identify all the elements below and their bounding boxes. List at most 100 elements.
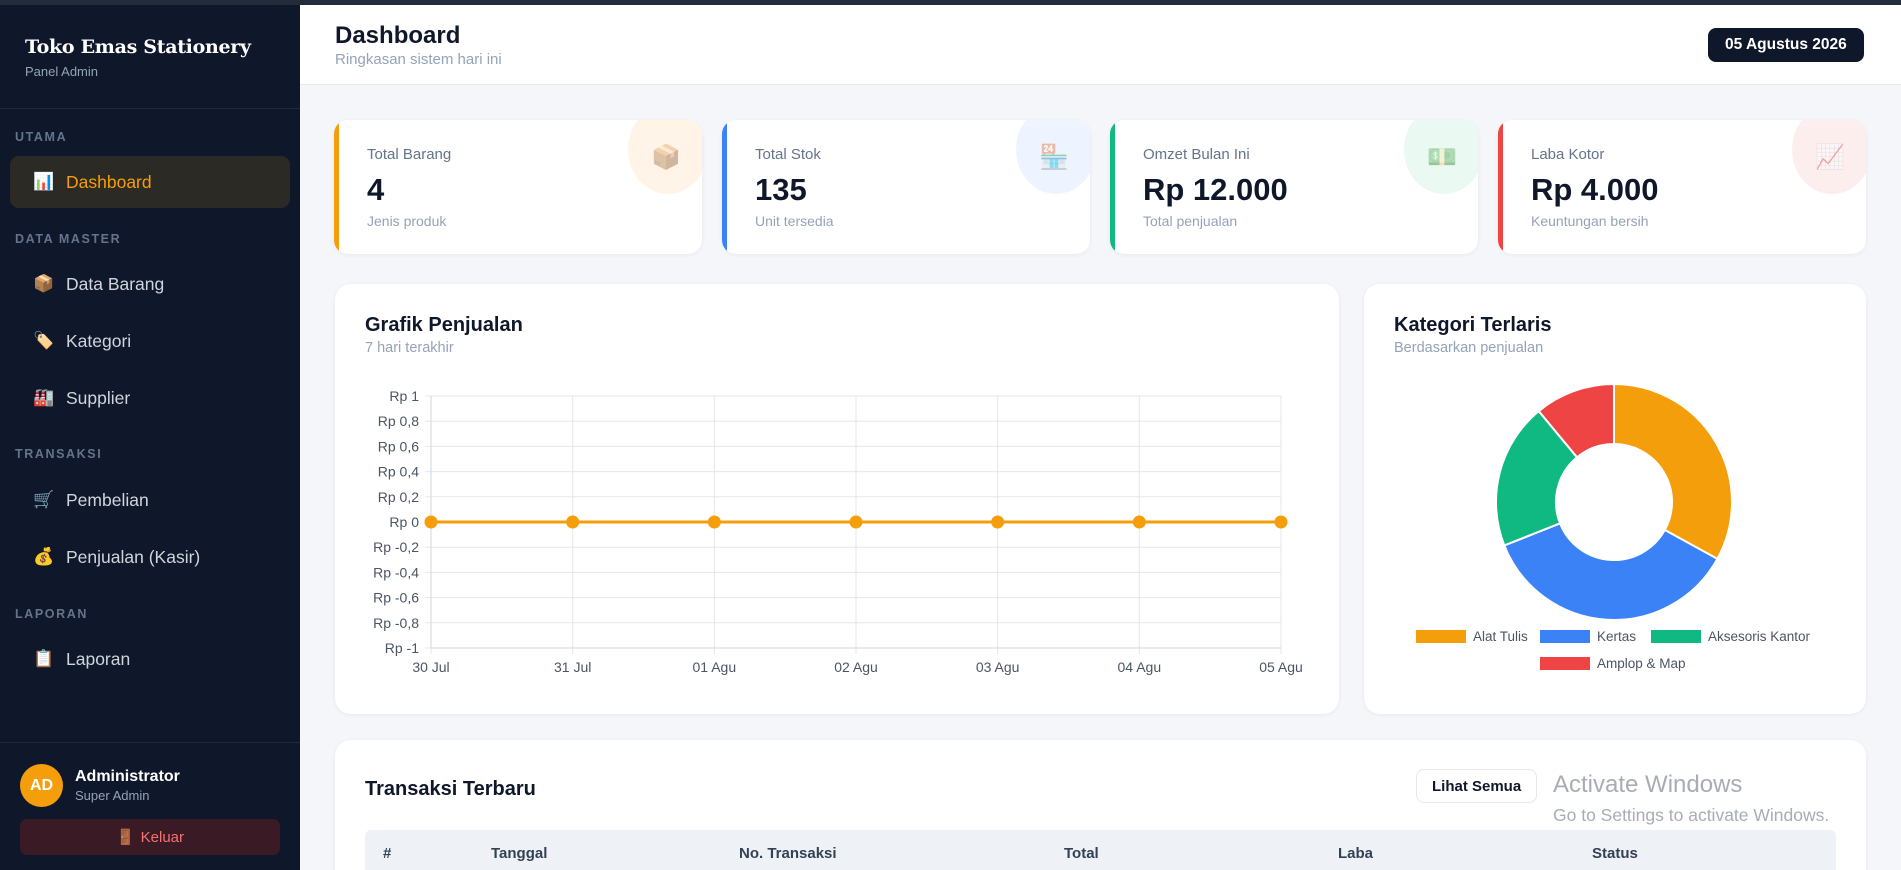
sidebar-item-laporan[interactable]: 📋 Laporan xyxy=(10,633,290,685)
factory-icon: 🏭 xyxy=(33,388,55,407)
column-header[interactable]: Status xyxy=(1592,845,1638,862)
data-point xyxy=(424,515,438,529)
see-all-button[interactable]: Lihat Semua xyxy=(1416,769,1538,803)
stat-icon-bg: 📦 xyxy=(628,120,702,194)
category-chart-panel: Kategori Terlaris Berdasarkan penjualan … xyxy=(1364,284,1866,714)
door-icon: 🚪 xyxy=(115,829,135,846)
y-tick-label: Rp -1 xyxy=(385,640,419,656)
brand-subtitle: Panel Admin xyxy=(25,64,98,79)
legend-swatch xyxy=(1540,630,1590,643)
stat-note: Keuntungan bersih xyxy=(1531,213,1649,229)
pie-slice xyxy=(1537,382,1615,459)
y-tick-label: Rp -0,6 xyxy=(373,590,419,606)
data-point xyxy=(849,515,863,529)
y-tick-label: Rp 0,4 xyxy=(378,464,419,480)
date-badge: 05 Agustus 2026 xyxy=(1708,28,1864,62)
x-tick-label: 02 Agu xyxy=(834,659,878,675)
pie-slice xyxy=(1495,409,1579,547)
stat-label: Omzet Bulan Ini xyxy=(1143,146,1250,163)
x-tick-label: 04 Agu xyxy=(1118,659,1162,675)
stat-label: Total Barang xyxy=(367,146,452,163)
avatar[interactable]: AD xyxy=(20,764,63,807)
clipboard-icon: 📋 xyxy=(33,649,55,668)
stat-note: Unit tersedia xyxy=(755,213,834,229)
stat-icon-bg: 📈 xyxy=(1792,120,1866,194)
column-header[interactable]: # xyxy=(383,845,392,862)
sidebar: Toko Emas Stationery Panel Admin UTAMA 📊… xyxy=(0,0,300,870)
category-donut-chart: Alat Tulis Kertas Aksesoris Kantor Amplop &… xyxy=(1416,382,1811,671)
y-tick-label: Rp 0,6 xyxy=(378,438,419,454)
legend-swatch xyxy=(1540,657,1590,670)
sidebar-item-label: Laporan xyxy=(66,648,131,669)
page-header: Dashboard Ringkasan sistem hari ini 05 A… xyxy=(300,5,1901,85)
user-name: Administrator xyxy=(75,768,180,785)
money-bag-icon: 💰 xyxy=(33,547,55,566)
stat-note: Total penjualan xyxy=(1143,213,1238,229)
data-point xyxy=(1274,515,1288,529)
legend-swatch xyxy=(1416,630,1466,643)
y-tick-label: Rp 0 xyxy=(389,514,419,530)
stat-accent-bar xyxy=(722,120,727,254)
legend-label: Kertas xyxy=(1597,629,1636,644)
store-icon: 🏪 xyxy=(1039,144,1069,171)
window-top-strip xyxy=(0,0,1901,5)
tag-icon: 🏷️ xyxy=(33,331,55,350)
nav-section-laporan: LAPORAN xyxy=(15,607,89,621)
sidebar-item-data-barang[interactable]: 📦 Data Barang xyxy=(10,258,290,310)
x-tick-label: 05 Agu xyxy=(1259,659,1303,675)
data-point xyxy=(991,515,1005,529)
legend-label: Aksesoris Kantor xyxy=(1708,629,1811,644)
stat-card-total-stok: 🏪 Total Stok 135 Unit tersedia xyxy=(722,120,1090,254)
brand-name: Toko Emas Stationery xyxy=(25,36,251,58)
sidebar-item-pembelian[interactable]: 🛒 Pembelian xyxy=(10,474,290,526)
sidebar-item-dashboard[interactable]: 📊 Dashboard xyxy=(10,156,290,208)
sidebar-item-supplier[interactable]: 🏭 Supplier xyxy=(10,372,290,424)
y-tick-label: Rp -0,8 xyxy=(373,615,419,631)
x-tick-label: 03 Agu xyxy=(976,659,1020,675)
x-tick-label: 30 Jul xyxy=(412,659,449,675)
cash-icon: 💵 xyxy=(1427,144,1457,171)
brand: Toko Emas Stationery Panel Admin xyxy=(25,36,251,79)
divider xyxy=(0,108,300,109)
column-header[interactable]: Total xyxy=(1064,845,1099,862)
sidebar-item-penjualan-kasir[interactable]: 💰 Penjualan (Kasir) xyxy=(10,531,290,583)
stat-accent-bar xyxy=(1110,120,1115,254)
stat-card-omzet: 💵 Omzet Bulan Ini Rp 12.000 Total penjua… xyxy=(1110,120,1478,254)
data-point xyxy=(566,515,580,529)
legend-label: Alat Tulis xyxy=(1473,629,1528,644)
stat-value: 135 xyxy=(755,172,807,207)
page-subtitle: Ringkasan sistem hari ini xyxy=(335,51,502,68)
y-tick-label: Rp -0,2 xyxy=(373,539,419,555)
stat-card-laba-kotor: 📈 Laba Kotor Rp 4.000 Keuntungan bersih xyxy=(1498,120,1866,254)
column-header[interactable]: No. Transaksi xyxy=(739,845,837,862)
cart-icon: 🛒 xyxy=(33,490,55,509)
bar-chart-icon: 📊 xyxy=(33,172,55,191)
box-icon: 📦 xyxy=(651,144,681,171)
sidebar-item-label: Penjualan (Kasir) xyxy=(66,546,201,567)
nav-section-utama: UTAMA xyxy=(15,130,68,144)
page-title: Dashboard xyxy=(335,22,461,49)
sales-chart-title: Grafik Penjualan xyxy=(365,314,523,336)
stat-value: Rp 12.000 xyxy=(1143,172,1288,207)
sidebar-item-label: Pembelian xyxy=(66,489,149,510)
transactions-title: Transaksi Terbaru xyxy=(365,778,536,800)
box-icon: 📦 xyxy=(33,274,55,293)
data-point xyxy=(707,515,721,529)
nav-section-transaksi: TRANSAKSI xyxy=(15,447,103,461)
pie-slice xyxy=(1613,382,1733,561)
sidebar-item-label: Dashboard xyxy=(66,171,152,192)
x-tick-label: 31 Jul xyxy=(554,659,591,675)
sidebar-item-kategori[interactable]: 🏷️ Kategori xyxy=(10,315,290,367)
sidebar-item-label: Data Barang xyxy=(66,273,165,294)
column-header[interactable]: Tanggal xyxy=(491,845,548,862)
x-tick-label: 01 Agu xyxy=(693,659,737,675)
stat-value: Rp 4.000 xyxy=(1531,172,1659,207)
logout-button[interactable]: 🚪 Keluar xyxy=(20,819,280,855)
stat-value: 4 xyxy=(367,172,385,207)
y-tick-label: Rp 0,8 xyxy=(378,413,419,429)
trend-up-icon: 📈 xyxy=(1815,144,1845,171)
stat-label: Laba Kotor xyxy=(1531,146,1605,163)
column-header[interactable]: Laba xyxy=(1338,845,1374,862)
user-role: Super Admin xyxy=(75,788,150,803)
y-tick-label: Rp 0,2 xyxy=(378,489,419,505)
